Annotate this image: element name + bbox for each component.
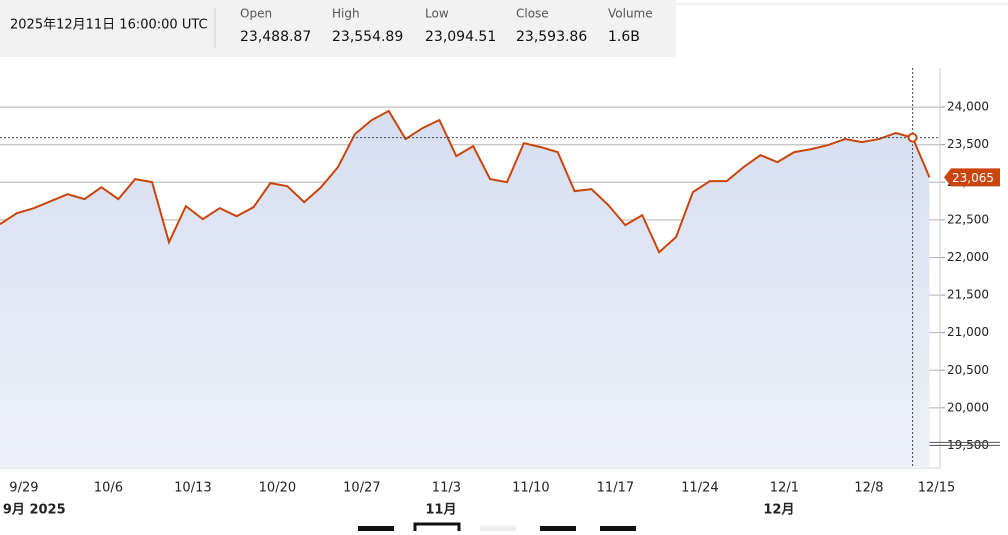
range-button[interactable]: [358, 526, 394, 534]
y-tick-label: 20,000: [947, 400, 989, 414]
highlight-point: [907, 132, 918, 143]
header-field-label: Low: [425, 7, 449, 21]
x-tick-label: 11/10: [512, 481, 549, 496]
range-button[interactable]: [540, 526, 576, 534]
x-tick-label: 12/15: [918, 481, 955, 496]
x-tick-label: 10/20: [259, 481, 296, 496]
y-tick-label: 24,000: [947, 100, 989, 114]
header-datetime: 2025年12月11日 16:00:00 UTC: [10, 18, 208, 33]
header-field-label: Volume: [608, 7, 653, 21]
y-tick-label: 22,000: [947, 250, 989, 264]
x-tick-label: 10/27: [343, 481, 380, 496]
header-field-label: High: [332, 7, 360, 21]
header-panel: [0, 0, 676, 57]
header-field-value: 23,488.87: [240, 29, 311, 45]
month-label: 11月: [425, 503, 456, 518]
header-field-value: 23,554.89: [332, 29, 403, 45]
header-field-value: 1.6B: [608, 29, 640, 45]
header-field-value: 23,593.86: [516, 29, 587, 45]
month-label: 12月: [763, 503, 794, 518]
x-tick-label: 11/3: [432, 481, 461, 496]
x-tick-label: 12/8: [854, 481, 883, 496]
y-tick-label: 21,500: [947, 288, 989, 302]
x-tick-label: 11/24: [681, 481, 718, 496]
month-label: 9月 2025: [3, 503, 66, 518]
x-tick-label: 10/13: [174, 481, 211, 496]
y-tick-label: 21,000: [947, 325, 989, 339]
area: [0, 111, 930, 469]
y-tick-label: 20,500: [947, 363, 989, 377]
header-field-value: 23,094.51: [425, 29, 496, 45]
x-tick-label: 12/1: [770, 481, 799, 496]
x-tick-label: 9/29: [9, 481, 38, 496]
y-tick-label: 22,500: [947, 212, 989, 226]
range-buttons: [358, 522, 636, 535]
x-tick-label: 10/6: [94, 481, 123, 496]
header-field-label: Close: [516, 7, 549, 21]
range-button[interactable]: [413, 522, 461, 535]
range-button[interactable]: [600, 526, 636, 534]
value-label: 23,065: [952, 171, 994, 185]
x-tick-label: 11/17: [597, 481, 634, 496]
header-field-label: Open: [240, 7, 272, 21]
value-tag: [944, 168, 1000, 187]
line: [0, 109, 931, 254]
range-button[interactable]: [480, 526, 516, 534]
y-tick-label: 23,500: [947, 137, 989, 151]
